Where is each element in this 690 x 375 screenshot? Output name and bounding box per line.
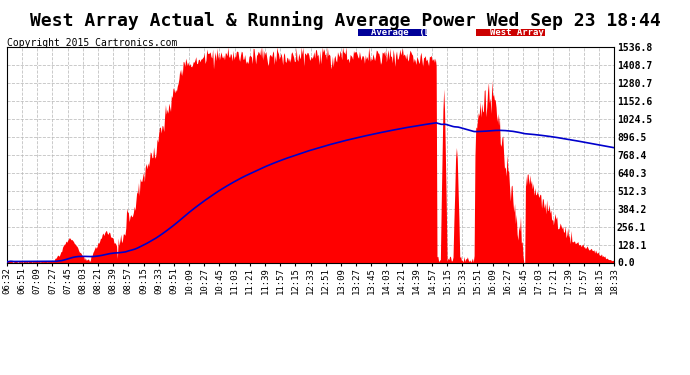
Legend: Average  (DC Watts), West Array  (DC Watts): Average (DC Watts), West Array (DC Watts… (356, 27, 609, 39)
Text: West Array Actual & Running Average Power Wed Sep 23 18:44: West Array Actual & Running Average Powe… (30, 11, 660, 30)
Text: Copyright 2015 Cartronics.com: Copyright 2015 Cartronics.com (7, 38, 177, 48)
